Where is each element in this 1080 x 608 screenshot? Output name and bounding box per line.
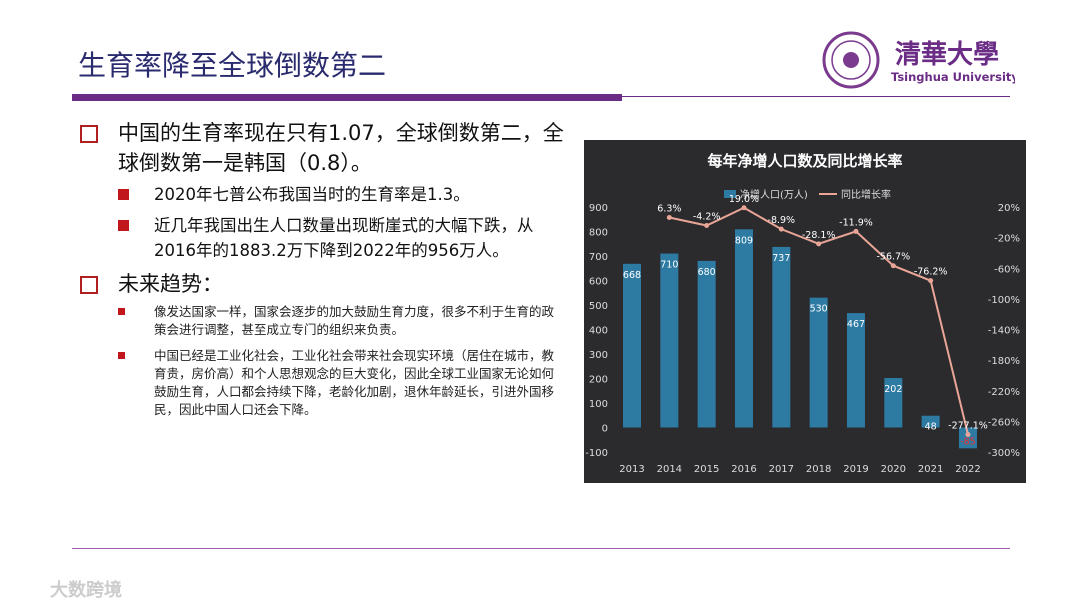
bar <box>697 260 716 428</box>
bar <box>884 378 903 428</box>
watermark: 大数跨境 <box>50 580 122 601</box>
x-tick-label: 2017 <box>769 464 794 475</box>
legend-label: 同比增长率 <box>841 188 891 201</box>
sub-bullet: 近几年我国出生人口数量出现断崖式的大幅下跌，从2016年的1883.2万下降到2… <box>116 213 554 263</box>
line-point <box>816 241 822 247</box>
line-label: -11.9% <box>839 217 873 228</box>
line-point <box>741 205 747 211</box>
bar-label: 680 <box>698 267 716 278</box>
line-point <box>965 431 971 437</box>
footer-rule <box>72 548 1010 549</box>
bar-label: 668 <box>623 270 641 281</box>
line-label: 19.0% <box>729 194 759 205</box>
bar <box>734 229 753 428</box>
logo-english: Tsinghua University <box>891 70 1015 84</box>
bar-label: 202 <box>884 384 902 395</box>
y2-tick-label: -100% <box>988 295 1020 306</box>
line-point <box>928 278 934 284</box>
y2-tick-label: -260% <box>988 417 1020 428</box>
bar <box>809 297 828 428</box>
bar-label: 48 <box>925 422 937 433</box>
x-tick-label: 2021 <box>918 464 943 475</box>
legend-label: 净增人口(万人) <box>740 188 808 201</box>
y-tick-label: 500 <box>589 301 608 312</box>
bar <box>958 427 977 449</box>
x-tick-label: 2016 <box>731 464 756 475</box>
bar <box>921 415 940 428</box>
y2-tick-label: -60% <box>994 264 1020 275</box>
y2-tick-label: -180% <box>988 356 1020 367</box>
bar <box>846 313 865 428</box>
y-tick-label: -100 <box>585 448 608 459</box>
line-point <box>778 226 784 232</box>
line-point <box>853 228 859 234</box>
y2-tick-label: -20% <box>994 234 1020 245</box>
y-tick-label: 400 <box>589 326 608 337</box>
logo-name: 清華大學 <box>895 40 999 70</box>
chart: 每年净增人口数及同比增长率 -100 0 100 200 300 400 500 600 700… <box>584 140 1026 483</box>
x-tick-label: 2018 <box>806 464 831 475</box>
line-label: -56.7% <box>877 252 911 263</box>
sub-bullet: 像发达国家一样，国家会逐步的加大鼓励生育力度，很多不利于生育的政策会进行调整，甚… <box>116 303 566 339</box>
chart-title: 每年净增人口数及同比增长率 <box>707 152 902 170</box>
bar <box>772 246 791 428</box>
bar-label: -85 <box>960 436 976 447</box>
bar-label: 737 <box>772 253 790 264</box>
y-tick-label: 100 <box>589 399 608 410</box>
line-label: -76.2% <box>914 267 948 278</box>
line-point <box>666 214 672 220</box>
bar <box>623 263 641 428</box>
x-tick-label: 2020 <box>881 464 906 475</box>
y-tick-label: 900 <box>589 203 608 214</box>
y-tick-label: 300 <box>589 350 608 361</box>
title-bar <box>72 94 622 101</box>
x-tick-label: 2019 <box>843 464 868 475</box>
y2-tick-label: -140% <box>988 326 1020 337</box>
x-tick-label: 2022 <box>955 464 980 475</box>
bullet: 未来趋势： <box>78 269 566 299</box>
bullet: 中国的生育率现在只有1.07，全球倒数第二，全球倒数第一是韩国（0.8）。 <box>78 118 568 178</box>
x-tick-label: 2014 <box>657 464 682 475</box>
x-tick-label: 2015 <box>694 464 719 475</box>
y2-tick-label: -220% <box>988 387 1020 398</box>
y2-tick-label: 20% <box>998 203 1020 214</box>
logo: 清華大學 Tsinghua University <box>822 31 1015 89</box>
line-label: -28.1% <box>802 230 836 241</box>
y2-tick-label: -300% <box>988 448 1020 459</box>
line-label: -8.9% <box>768 215 796 226</box>
line-point <box>890 263 896 269</box>
line-label: -277.1% <box>948 420 988 431</box>
x-tick-label: 2013 <box>619 464 644 475</box>
y-tick-label: 600 <box>589 277 608 288</box>
legend-swatch <box>724 190 736 198</box>
title-rule <box>622 96 1010 97</box>
bar-label: 467 <box>847 319 865 330</box>
y-tick-label: 800 <box>589 228 608 239</box>
bar-label: 809 <box>735 235 753 246</box>
sub-bullet: 中国已经是工业化社会，工业化社会带来社会现实环境（居住在城市，教育贵，房价高）和… <box>116 347 566 419</box>
y-tick-label: 0 <box>602 424 608 435</box>
y-tick-label: 200 <box>589 375 608 386</box>
line-label: -4.2% <box>693 212 721 223</box>
chart-background <box>584 140 1026 483</box>
line-label: 6.3% <box>657 203 681 214</box>
y-tick-label: 700 <box>589 252 608 263</box>
sub-bullet: 2020年七普公布我国当时的生育率是1.3。 <box>116 182 566 207</box>
bar <box>660 253 679 428</box>
line-point <box>704 223 710 229</box>
slide-title: 生育率降至全球倒数第二 <box>78 49 387 82</box>
bar-label: 710 <box>660 260 678 271</box>
bullets: 中国的生育率现在只有1.07，全球倒数第二，全球倒数第一是韩国（0.8）。 20… <box>78 118 566 419</box>
bar-label: 530 <box>810 304 828 315</box>
